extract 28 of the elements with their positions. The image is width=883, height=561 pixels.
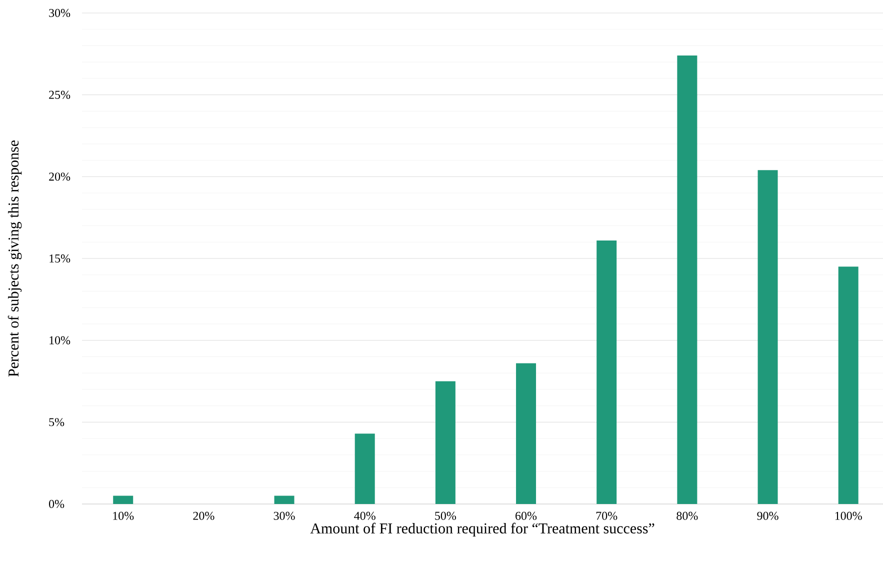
y-tick-label: 25% [49, 90, 70, 99]
x-tick-label: 70% [596, 512, 618, 520]
bar [677, 56, 698, 504]
bar [113, 496, 134, 504]
y-tick-label: 20% [49, 172, 70, 181]
bar [758, 170, 778, 504]
x-tick-label: 20% [193, 512, 214, 520]
x-tick-label: 60% [516, 512, 537, 520]
bar [838, 266, 858, 504]
x-tick-label: 80% [676, 512, 698, 520]
bar [354, 434, 375, 504]
y-axis-title: Percent of subjects giving this response [8, 140, 22, 377]
bar [516, 363, 536, 504]
y-tick-label: 30% [49, 8, 70, 18]
x-tick-label: 90% [757, 512, 778, 520]
y-tick-label: 15% [50, 254, 70, 263]
x-tick-label: 40% [354, 512, 376, 520]
bar [435, 381, 456, 504]
bar [274, 496, 294, 504]
x-axis-title: Amount of FI reduction required for “Treatment success” [310, 522, 654, 537]
x-tick-label: 10% [113, 512, 134, 520]
bar [596, 240, 617, 504]
y-tick-label: 0% [48, 500, 64, 508]
x-tick-label: 30% [274, 512, 295, 520]
x-tick-label: 100% [835, 512, 862, 520]
y-tick-label: 10% [50, 336, 70, 344]
x-tick-label: 50% [435, 512, 456, 520]
y-tick-label: 5% [49, 418, 64, 426]
